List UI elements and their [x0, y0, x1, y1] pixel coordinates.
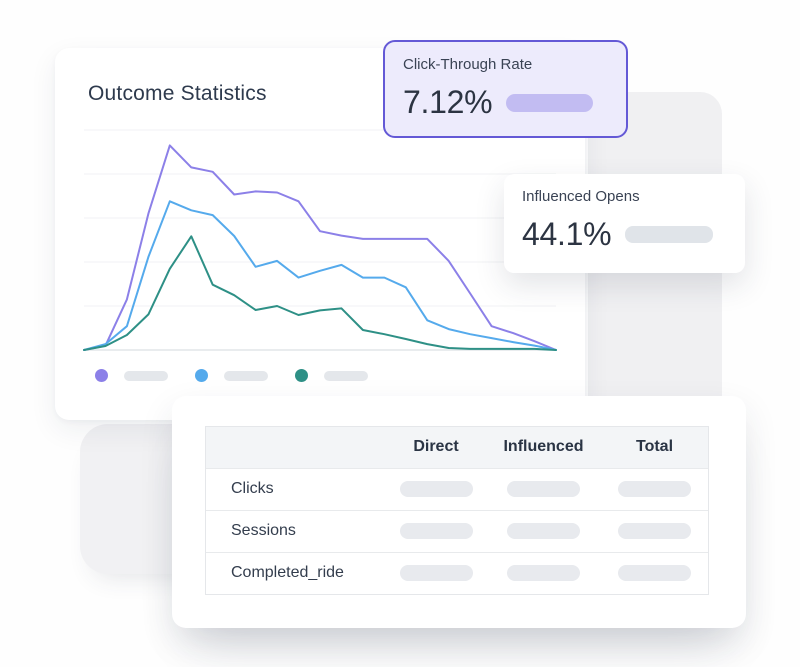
teal-series-dot-icon [295, 369, 308, 382]
value-placeholder-pill [507, 481, 580, 497]
value-placeholder-pill [399, 565, 473, 582]
row-label-sessions: Sessions [231, 522, 296, 539]
value-placeholder-pill [507, 565, 580, 582]
blue-series-dot-icon [195, 369, 208, 382]
influenced-opens-value-row: 44.1% [522, 216, 714, 253]
outcomes-table: Direct Influenced Total Clicks Sessions [205, 426, 709, 595]
outcome-line-chart [83, 129, 557, 351]
influenced-opens-card: Influenced Opens 44.1% [504, 174, 745, 273]
legend-label-placeholder [124, 370, 168, 381]
influenced-opens-value: 44.1% [522, 216, 612, 252]
value-placeholder-pill [399, 523, 473, 539]
outcomes-table-card: Direct Influenced Total Clicks Sessions [172, 396, 746, 628]
ctr-placeholder-pill [506, 93, 594, 112]
table-row: Sessions [206, 510, 708, 552]
table-header-row: Direct Influenced Total [206, 427, 708, 468]
click-through-rate-card: Click-Through Rate 7.12% [383, 40, 628, 138]
influenced-opens-label: Influenced Opens [522, 188, 640, 205]
value-placeholder-pill [618, 481, 691, 497]
row-label-clicks: Clicks [231, 480, 274, 497]
outcome-statistics-card: Outcome Statistics [55, 48, 585, 420]
value-placeholder-pill [618, 565, 691, 582]
value-placeholder-pill [399, 481, 473, 497]
legend-label-placeholder [224, 370, 268, 381]
table-header-influenced: Influenced [503, 438, 584, 456]
influenced-opens-placeholder-pill [625, 226, 714, 243]
legend-item-teal[interactable] [295, 369, 368, 382]
table-header-direct: Direct [413, 438, 459, 456]
purple-series-dot-icon [95, 369, 108, 382]
row-label-completed-ride: Completed_ride [231, 564, 344, 582]
legend-item-blue[interactable] [195, 369, 268, 382]
chart-legend [95, 369, 368, 382]
legend-item-purple[interactable] [95, 369, 168, 382]
table-row: Completed_ride [206, 552, 708, 594]
ctr-label: Click-Through Rate [403, 56, 533, 73]
ctr-value-row: 7.12% [403, 84, 594, 121]
chart-title: Outcome Statistics [88, 82, 267, 105]
legend-label-placeholder [324, 370, 368, 381]
value-placeholder-pill [507, 523, 580, 539]
table-row: Clicks [206, 468, 708, 510]
value-placeholder-pill [618, 523, 691, 539]
table-header-empty [206, 427, 386, 468]
ctr-value: 7.12% [403, 84, 493, 120]
table-header-total: Total [635, 438, 674, 456]
